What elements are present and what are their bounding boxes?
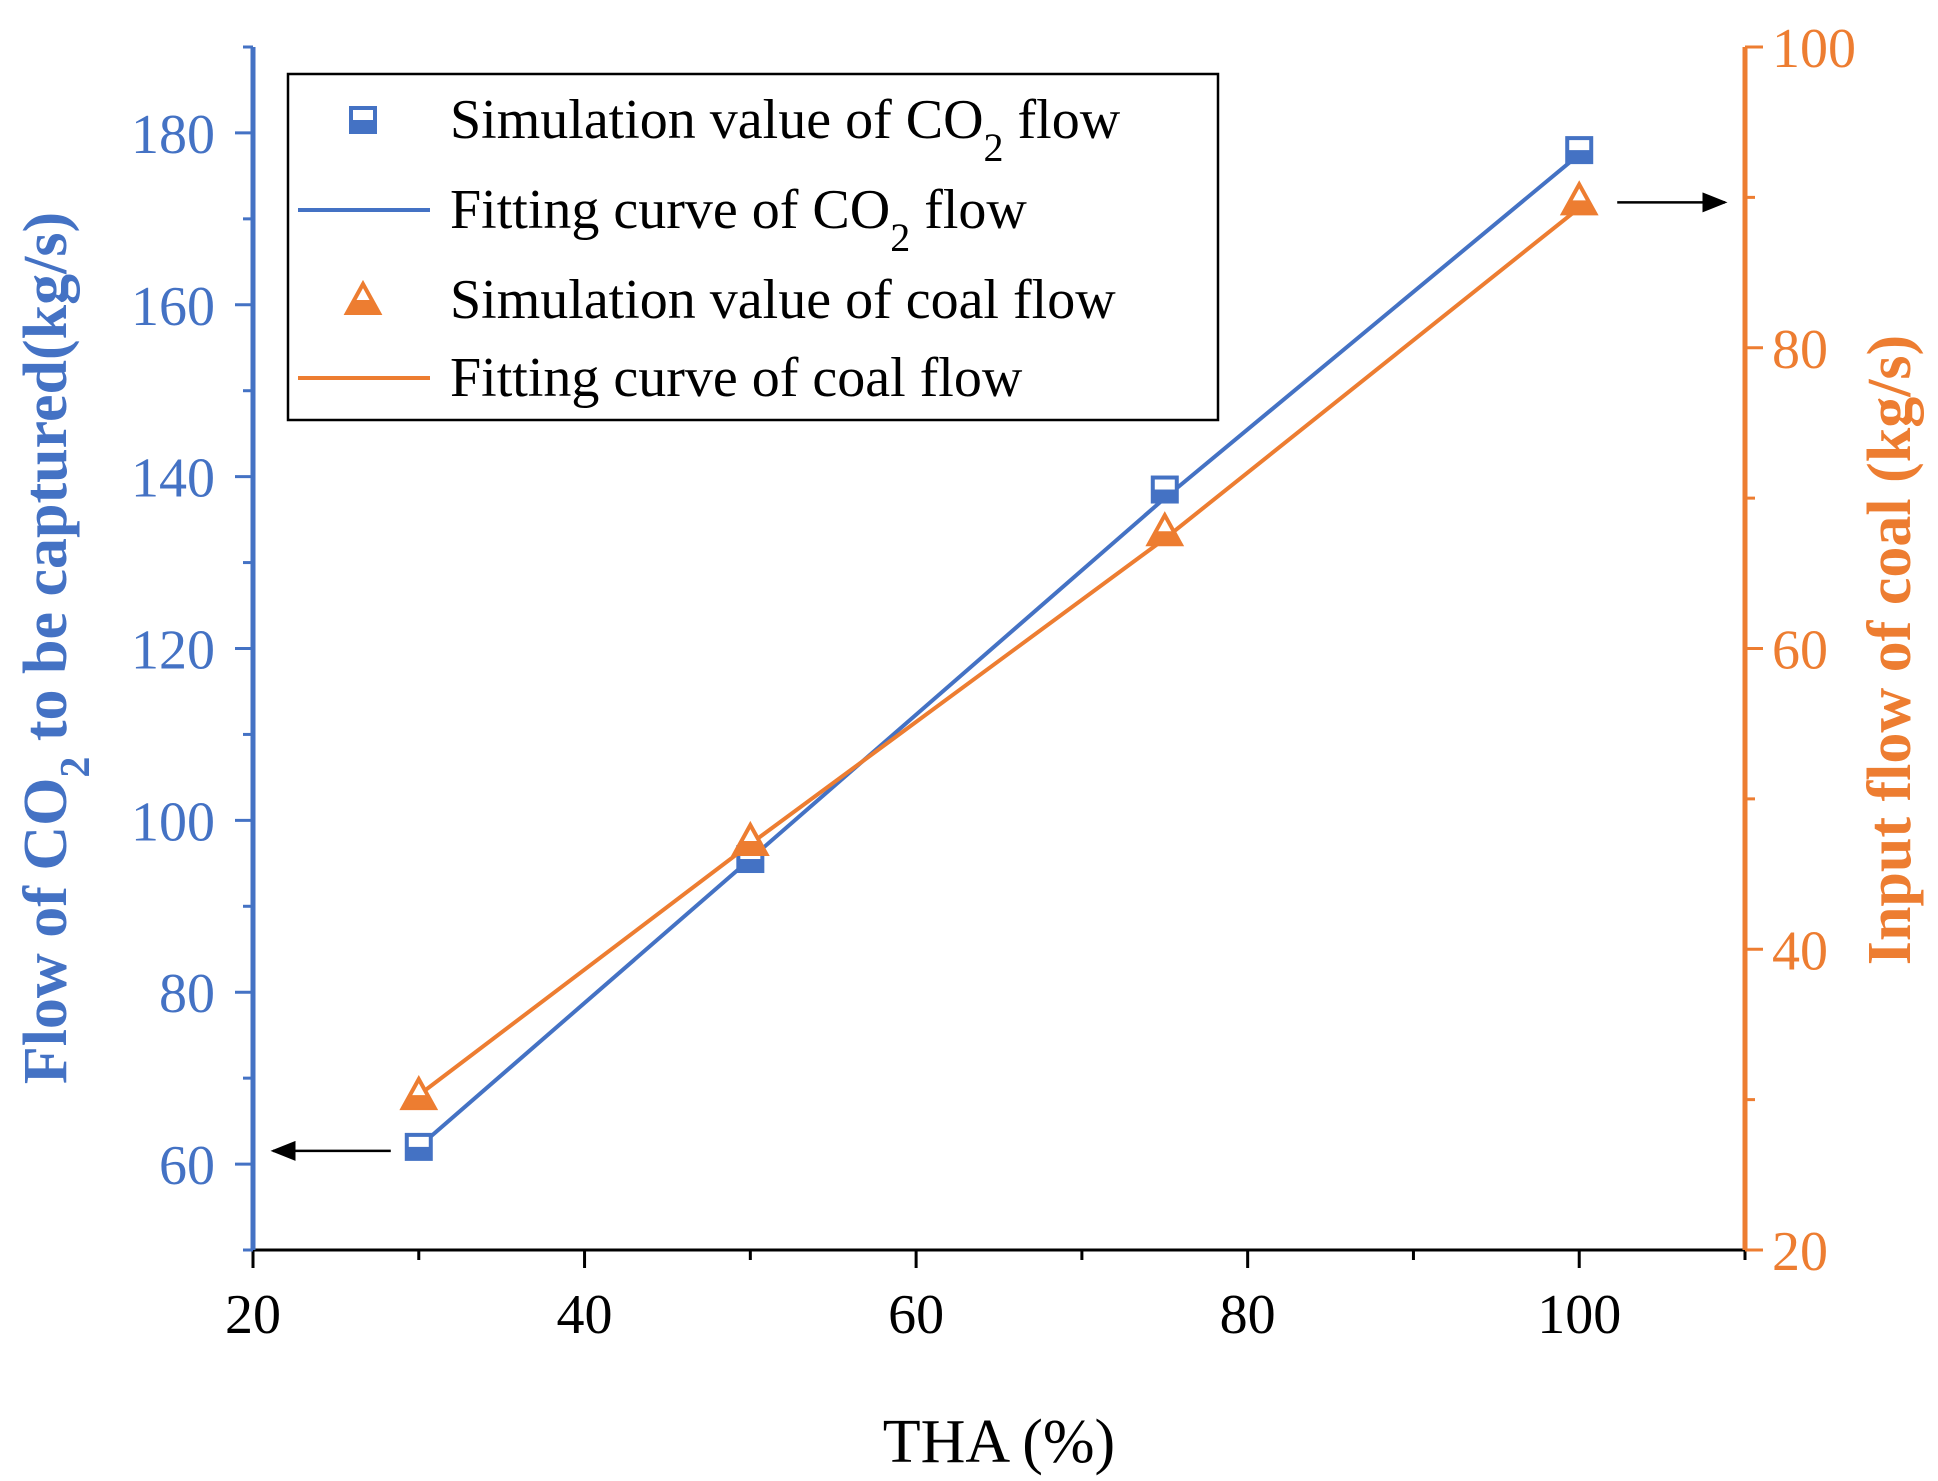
x-tick-label: 40 — [557, 1284, 613, 1346]
right-y-tick-label: 60 — [1772, 620, 1828, 682]
coal-fit-line — [417, 206, 1581, 1097]
x-tick-label: 80 — [1220, 1284, 1276, 1346]
right-y-tick-label: 100 — [1772, 18, 1856, 80]
legend-coal-sim-label-part: Simulation value of coal flow — [450, 269, 1116, 331]
right-y-tick-label: 20 — [1772, 1221, 1828, 1283]
legend-co2-sim-label: Simulation value of CO2 flow — [450, 89, 1121, 170]
x-axis-title: THA (%) — [883, 1408, 1115, 1476]
co2-point-fill — [1152, 489, 1177, 502]
left-y-axis-title-part: 2 — [53, 757, 99, 778]
plot-series — [399, 136, 1599, 1161]
right-y-tick-label: 80 — [1772, 319, 1828, 381]
right-y-tick-label: 40 — [1772, 920, 1828, 982]
left-y-tick-label: 100 — [131, 791, 215, 853]
coal-point-fill — [402, 1095, 435, 1109]
legend-coal-sim-marker-fill — [347, 300, 379, 313]
coal-point — [1559, 180, 1599, 216]
left-y-tick-label: 60 — [159, 1135, 215, 1197]
right-y-axis-title: Input flow of coal (kg/s) — [1856, 335, 1924, 965]
legend-box — [286, 72, 1220, 422]
co2-point — [1565, 136, 1594, 165]
legend-co2-fit-label-part: Fitting curve of CO — [450, 179, 890, 241]
annotations — [270, 192, 1728, 1161]
x-tick-label: 100 — [1537, 1284, 1621, 1346]
legend-coal-fit-label: Fitting curve of coal flow — [450, 347, 1023, 409]
x-tick-label: 60 — [888, 1284, 944, 1346]
legend-co2-fit-label-part: 2 — [890, 215, 910, 260]
co2-point-fill — [406, 1146, 431, 1159]
left-y-tick-label: 140 — [131, 448, 215, 510]
legend-co2-fit-label: Fitting curve of CO2 flow — [450, 179, 1027, 260]
legend-coal-sim-marker — [343, 279, 383, 315]
left-y-tick-label: 120 — [131, 620, 215, 682]
co2-fit-line — [417, 152, 1581, 1149]
coal-point-fill — [1148, 531, 1181, 545]
coal-point — [1145, 511, 1185, 547]
legend-co2-sim-label-part: 2 — [984, 125, 1004, 170]
legend-co2-sim-marker-fill — [351, 120, 375, 132]
co2-point-fill — [1567, 150, 1592, 163]
co2-point — [1150, 475, 1179, 504]
legend-coal-sim-label: Simulation value of coal flow — [450, 269, 1116, 331]
x-tick-label: 20 — [225, 1284, 281, 1346]
legend-co2-fit-label-part: flow — [910, 179, 1027, 241]
left-y-axis-title: Flow of CO2 to be captured(kg/s) — [12, 212, 99, 1084]
co2-point — [404, 1132, 433, 1161]
left-y-axis-title-part: Flow of CO — [12, 778, 80, 1085]
axes: 20 40 60 80 100 THA (%) 60 80 100 120 140 160 180 20 4… — [12, 18, 1924, 1476]
co2-point-fill — [738, 859, 763, 872]
coal-point-fill — [1563, 200, 1596, 214]
left-y-tick-label: 160 — [131, 276, 215, 338]
legend-co2-sim-label-part: flow — [1004, 89, 1121, 151]
coal-point-fill — [734, 840, 767, 854]
coal-point — [399, 1074, 439, 1111]
legend-co2-sim-marker — [349, 106, 377, 134]
left-y-axis-title-part: to be captured(kg/s) — [12, 212, 80, 757]
coal-point — [730, 820, 770, 856]
left-y-tick-label: 180 — [131, 104, 215, 166]
left-y-tick-label: 80 — [159, 963, 215, 1025]
legend-co2-sim-label-part: Simulation value of CO — [450, 89, 984, 151]
legend-coal-fit-label-part: Fitting curve of coal flow — [450, 347, 1023, 409]
